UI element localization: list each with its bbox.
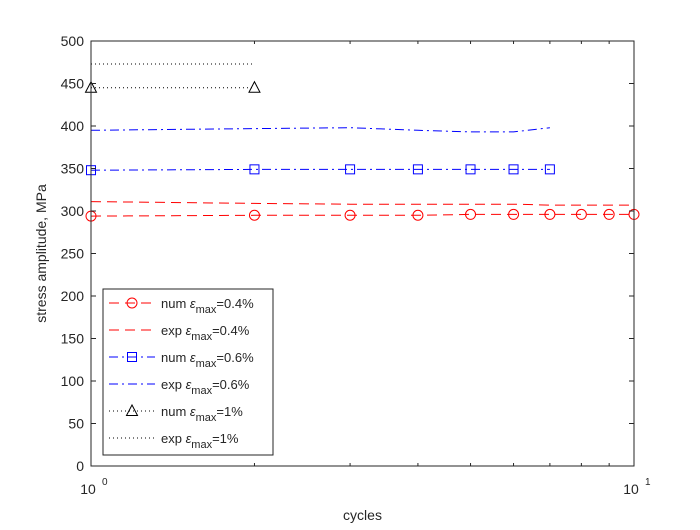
series-line-3 <box>90 168 550 171</box>
legend: num εmax=0.4% exp εmax=0.4% num εmax=0.6% e… <box>102 288 274 456</box>
y-tick-label: 150 <box>61 331 85 347</box>
legend-marker-5 <box>125 403 139 416</box>
y-tick-label: 300 <box>61 203 85 219</box>
data-point-series-1 <box>412 209 424 221</box>
legend-box <box>102 288 274 456</box>
legend-label-2: exp εmax=0.4% <box>161 323 250 343</box>
y-tick-label: 400 <box>61 118 85 134</box>
y-tick-label: 250 <box>61 246 85 262</box>
x-axis-label: cycles <box>343 507 382 523</box>
x-tick-label: 10 <box>623 481 639 497</box>
y-tick-label: 200 <box>61 288 85 304</box>
legend-label-4: exp εmax=0.6% <box>161 377 250 397</box>
x-tick-exponent: 0 <box>102 477 108 488</box>
data-point-series-5 <box>248 80 261 93</box>
data-point-series-1 <box>248 209 260 221</box>
data-point-series-3 <box>249 164 260 175</box>
series-line-4 <box>90 127 550 133</box>
legend-label-5: num εmax=1% <box>161 404 243 424</box>
data-point-series-1 <box>603 208 615 220</box>
data-point-series-1 <box>344 209 356 221</box>
data-point-series-3 <box>544 164 555 175</box>
legend-marker-3 <box>127 352 137 362</box>
data-point-series-1 <box>575 208 587 220</box>
data-point-series-1 <box>544 208 556 220</box>
y-tick-label: 100 <box>61 373 85 389</box>
legend-label-3: num εmax=0.6% <box>161 350 254 370</box>
legend-marker-1 <box>126 297 138 309</box>
y-axis-label: stress amplitude, MPa <box>33 184 49 323</box>
y-tick-label: 0 <box>76 458 84 474</box>
data-point-series-3 <box>508 164 519 175</box>
data-point-series-3 <box>465 164 476 175</box>
x-tick-exponent: 1 <box>645 477 651 488</box>
data-point-series-3 <box>412 164 423 175</box>
y-tick-label: 350 <box>61 161 85 177</box>
series-line-2 <box>90 201 634 206</box>
data-point-series-1 <box>465 208 477 220</box>
x-tick-label: 10 <box>80 481 96 497</box>
legend-label-1: num εmax=0.4% <box>161 296 254 316</box>
series-line-1 <box>90 213 634 217</box>
y-tick-label: 450 <box>61 76 85 92</box>
legend-label-6: exp εmax=1% <box>161 431 239 451</box>
y-tick-label: 50 <box>68 416 84 432</box>
data-point-series-3 <box>345 164 356 175</box>
y-tick-label: 500 <box>61 33 85 49</box>
data-point-series-1 <box>508 208 520 220</box>
